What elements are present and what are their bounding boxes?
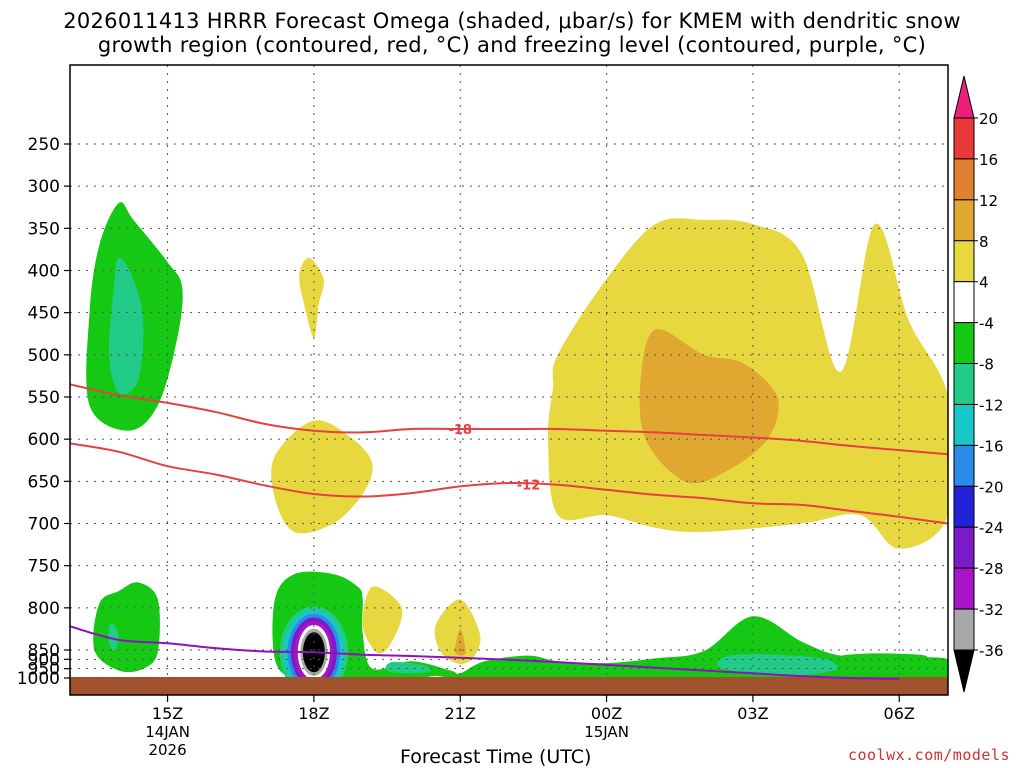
y-tick-label-300: 300 (28, 177, 60, 197)
colorbar-label-1: 16 (979, 151, 998, 169)
y-tick-label-750: 750 (28, 557, 60, 577)
y-tick-label-800: 800 (28, 599, 60, 619)
colorbar-label-10: -24 (979, 519, 1004, 537)
x-tick-sublabel-15Z-0: 14JAN (145, 723, 190, 741)
colorbar-label-0: 20 (979, 110, 998, 128)
y-tick-label-400: 400 (28, 262, 60, 282)
colorbar-label-4: 4 (979, 274, 989, 292)
colorbar: 20 16 12 8 4 -4 -8 -12 -16 -20 -24 -28 -32 -36 (953, 75, 1004, 693)
x-tick-label-00Z: 00Z (591, 704, 622, 723)
colorbar-box-0 (953, 117, 975, 160)
contour-label-1: -12 (517, 479, 541, 494)
chart-title-line-1: 2026011413 HRRR Forecast Omega (shaded, … (63, 9, 961, 33)
omega-region-10 (385, 661, 432, 674)
omega-region-3 (108, 623, 119, 651)
omega-region-5 (271, 420, 373, 534)
omega-region-12 (840, 653, 928, 661)
colorbar-label-12: -32 (979, 601, 1004, 619)
x-tick-sublabel-00Z-0: 15JAN (584, 723, 629, 741)
colorbar-label-3: 8 (979, 233, 989, 251)
y-tick-label-950: 950 (28, 660, 60, 680)
colorbar-box-2 (953, 199, 975, 242)
colorbar-label-13: -36 (979, 642, 1004, 660)
omega-region-6 (272, 571, 948, 681)
colorbar-label-2: 12 (979, 192, 998, 210)
x-tick-label-21Z: 21Z (445, 704, 476, 723)
omega-region-4 (299, 257, 324, 338)
colorbar-box-1 (953, 158, 975, 201)
colorbar-box-9 (953, 485, 975, 528)
y-tick-label-450: 450 (28, 304, 60, 324)
colorbar-box-10 (953, 526, 975, 569)
colorbar-label-8: -16 (979, 437, 1004, 455)
y-tick-label-550: 550 (28, 388, 60, 408)
colorbar-label-9: -20 (979, 478, 1004, 496)
ground-below-surface (70, 677, 948, 695)
colorbar-top-arrow (953, 75, 975, 119)
x-tick-label-18Z: 18Z (298, 704, 329, 723)
contour-1 (70, 442, 948, 525)
colorbar-box-5 (953, 322, 975, 365)
y-tick-label-700: 700 (28, 515, 60, 535)
omega-region-9 (434, 599, 481, 665)
pressure-axis: 250 300 350 400 450 500 550 600 650 700 750 800 8509… (17, 135, 70, 689)
chart-title-line-2: growth region (contoured, red, °C) and f… (97, 33, 927, 57)
y-tick-label-500: 500 (28, 346, 60, 366)
y-tick-label-850: 850 (28, 641, 60, 661)
gridlines (70, 65, 948, 677)
omega-region-14 (639, 329, 779, 484)
y-tick-label-250: 250 (28, 135, 60, 155)
colorbar-label-6: -8 (979, 356, 994, 374)
y-tick-label-600: 600 (28, 430, 60, 450)
omega-shaded-regions (86, 202, 948, 695)
x-tick-label-15Z: 15Z (152, 704, 183, 723)
y-tick-label-650: 650 (28, 472, 60, 492)
colorbar-box-8 (953, 444, 975, 487)
colorbar-label-7: -12 (979, 396, 1004, 414)
colorbar-box-4 (953, 281, 975, 324)
y-tick-label-900: 900 (28, 650, 60, 670)
colorbar-box-11 (953, 567, 975, 610)
plot-frame (69, 64, 949, 696)
y-tick-label-1000: 1000 (17, 669, 60, 689)
x-tick-label-06Z: 06Z (884, 704, 915, 723)
x-tick-sublabel-15Z-1: 2026 (148, 741, 186, 759)
colorbar-label-5: -4 (979, 315, 994, 333)
colorbar-bottom-arrow (953, 649, 975, 693)
colorbar-label-11: -28 (979, 560, 1004, 578)
omega-region-2 (93, 582, 160, 673)
colorbar-box-7 (953, 403, 975, 446)
x-tick-label-03Z: 03Z (737, 704, 768, 723)
x-axis-label: Forecast Time (UTC) (400, 746, 592, 768)
contour-label-0: -18 (448, 423, 472, 438)
colorbar-box-12 (953, 608, 975, 651)
y-tick-label-350: 350 (28, 219, 60, 239)
omega-region-8 (362, 586, 403, 654)
credit-link[interactable]: coolwx.com/models (847, 746, 1010, 764)
omega-region-1 (108, 257, 144, 395)
temperature-contours: -18 -12 (70, 383, 948, 680)
contour-2 (70, 625, 900, 680)
contour-0 (70, 383, 948, 456)
colorbar-box-3 (953, 240, 975, 283)
colorbar-box-6 (953, 363, 975, 405)
